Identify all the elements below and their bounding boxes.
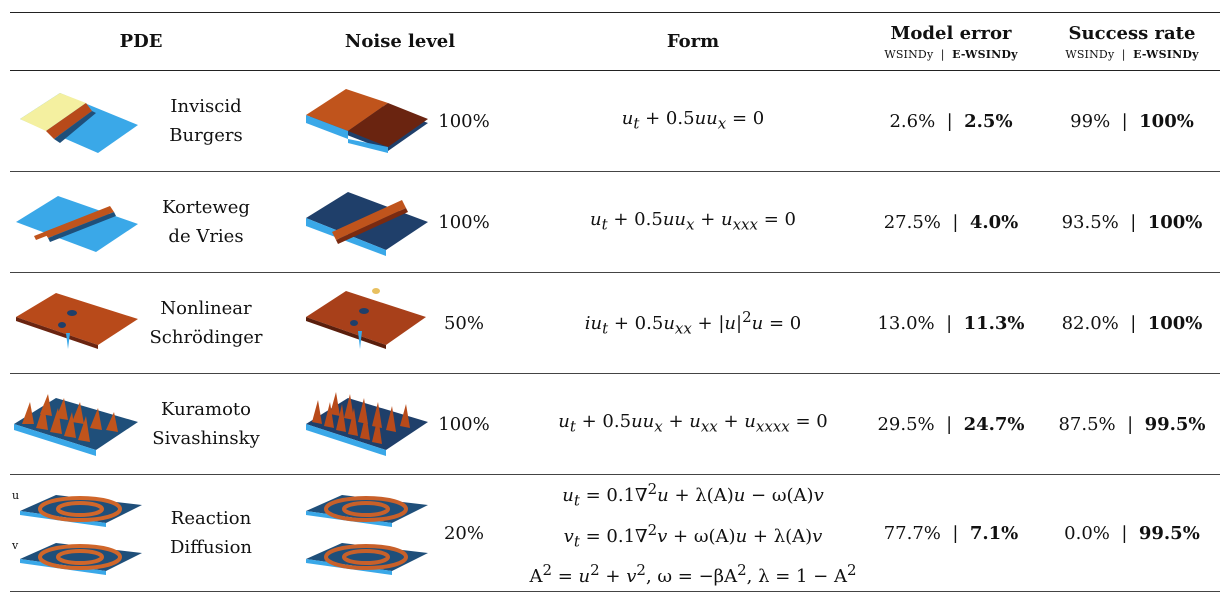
pde-name: Nonlinear Schrödinger [149,298,263,348]
table-row: Inviscid Burgers 100% ut + 0.5uux = 0 2.6… [10,71,1220,172]
rd-v-noisy [306,543,428,576]
pde-name: Reaction Diffusion [170,508,252,559]
sub-left: WSINDy [1065,47,1115,61]
noise-level: 50% [443,312,484,334]
pde-form: ut + 0.5uux + uxx + uxxxx = 0 [558,410,828,436]
model-error-cell: 2.6% | 2.5% [889,110,1013,132]
label-u: u [12,489,20,503]
model-error-cell: 29.5% | 24.7% [877,413,1025,435]
results-table: PDE Noise level Form Model error WSINDy … [10,12,1220,592]
pde-form: ut + 0.5uux = 0 [621,107,765,133]
sub-right: E-WSINDy [952,47,1018,61]
success-rate-cell: 87.5% | 99.5% [1058,413,1206,435]
pde-form: ut = 0.1∇2u + λ(A)u − ω(A)v vt = 0.1∇2v … [529,480,857,588]
nls-noisy-plot [306,288,426,349]
table-row: u v Reaction Diffusion [10,475,1220,592]
success-rate-cell: 99% | 100% [1070,110,1194,132]
pde-form: iut + 0.5uxx + |u|2u = 0 [584,307,802,338]
burgers-noisy-plot [306,89,428,153]
ks-surface-plot [14,394,138,456]
rd-surface-plots: u v [10,485,150,581]
sub-sep: | [940,47,945,61]
pde-name: Korteweg de Vries [162,197,250,247]
pde-name: Kuramoto Sivashinsky [152,399,260,449]
success-rate-subheader: WSINDy | E-WSINDy [1044,48,1220,61]
label-v: v [12,539,19,553]
rd-u-noisy [306,495,428,528]
pde-form: ut + 0.5uux + uxxx = 0 [590,208,796,234]
noise-level: 100% [438,413,490,435]
sub-sep: | [1121,47,1126,61]
kdv-surface-plot [16,196,138,252]
header-pde: PDE [119,31,163,52]
header-model-error: Model error WSINDy | E-WSINDy [858,13,1044,71]
noise-level: 100% [438,211,490,233]
model-error-cell: 27.5% | 4.0% [883,211,1019,233]
sub-right: E-WSINDy [1133,47,1199,61]
ks-noisy-plot [306,392,428,456]
sub-left: WSINDy [884,47,934,61]
rd-u-surface [20,495,142,528]
success-rate-cell: 82.0% | 100% [1061,312,1203,334]
success-rate-cell: 93.5% | 100% [1061,211,1203,233]
model-error-title: Model error [890,22,1012,44]
pde-name: Inviscid Burgers [169,96,243,146]
success-rate-cell: 0.0% | 99.5% [1064,522,1200,544]
table-row: Nonlinear Schrödinger 50% iut + 0.5uxx + … [10,273,1220,374]
header-form: Form [666,31,720,52]
nls-surface-plot [16,293,138,349]
model-error-subheader: WSINDy | E-WSINDy [858,48,1044,61]
rd-v-surface [20,543,142,576]
header-row: PDE Noise level Form Model error WSINDy … [10,12,1220,71]
kdv-noisy-plot [306,192,428,256]
table-row: Kuramoto Sivashinsky 100% ut + 0.5uux + u… [10,374,1220,475]
model-error-cell: 13.0% | 11.3% [877,312,1025,334]
success-rate-title: Success rate [1068,22,1196,44]
model-error-cell: 77.7% | 7.1% [883,522,1019,544]
table-row: Korteweg de Vries 100% ut + 0.5uux + uxxx… [10,172,1220,273]
header-noise-level: Noise level [344,31,456,52]
noise-level: 100% [438,110,490,132]
header-success-rate: Success rate WSINDy | E-WSINDy [1044,13,1220,71]
noise-level: 20% [443,522,484,544]
rd-noisy-plots [302,485,432,581]
burgers-surface-plot [20,93,138,153]
